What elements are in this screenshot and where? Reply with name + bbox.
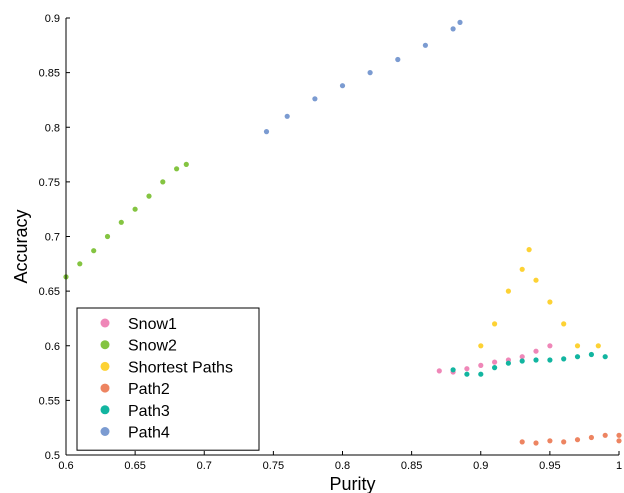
data-point [561,356,567,362]
data-point [91,248,97,254]
data-point [436,368,442,374]
data-point [478,371,484,377]
y-tick-label: 0.85 [39,68,60,80]
data-point [160,179,166,185]
data-point [174,166,180,172]
data-point [533,348,539,354]
legend-marker [100,383,110,393]
data-point [263,129,270,135]
data-point [457,19,463,25]
legend-marker [100,340,110,350]
legend-marker [100,361,110,371]
data-point [422,42,428,48]
x-tick-label: 0.6 [58,460,73,472]
data-point [505,288,511,294]
legend-label: Path4 [128,425,170,442]
data-point [616,438,622,444]
y-tick-label: 0.55 [39,395,60,407]
y-tick-label: 0.7 [45,232,60,244]
data-point [588,351,595,358]
y-tick-label: 0.6 [45,341,60,353]
data-point [146,193,152,199]
x-tick-label: 0.8 [335,460,350,472]
data-point [478,343,484,349]
data-point [602,432,608,438]
data-point [519,439,525,445]
data-point [492,359,498,365]
data-point [118,219,124,225]
data-point [533,440,539,446]
data-point [533,357,539,363]
legend-label: Snow2 [128,338,177,355]
legend-label: Path3 [128,403,170,420]
legend-marker [100,427,110,436]
data-point [547,438,553,444]
data-point [574,354,581,360]
data-point [464,371,470,377]
data-point [574,437,581,443]
data-point [367,70,373,76]
data-point [561,439,567,445]
y-tick-label: 0.75 [39,177,60,189]
legend-label: Path2 [128,381,170,398]
x-tick-label: 0.65 [124,460,145,472]
data-point [547,343,553,349]
axis-labels: 0.6 0.65 0.7 0.75 0.8 0.85 0.9 0.95 1 0.5 0.55 0.6 0… [39,13,622,472]
y-axis-title: Accuracy [11,209,31,283]
x-tick-label: 0.95 [539,460,560,472]
data-point [561,321,567,327]
data-point [616,432,622,438]
data-point [547,299,553,305]
axes [65,17,620,456]
data-point [505,360,511,366]
data-point [284,113,290,119]
data-point [77,261,83,267]
data-point [492,365,498,371]
data-point [312,96,318,102]
data-point [395,56,401,63]
y-tick-label: 0.65 [39,286,60,298]
x-tick-label: 0.7 [197,460,212,472]
x-tick-label: 1 [616,460,622,472]
legend-box [76,307,260,451]
y-tick-label: 0.9 [45,13,60,25]
legend: Snow1 Snow2 Shortest Paths Path2 Path3 Path4 [76,307,260,451]
legend-label: Snow1 [128,316,177,333]
data-point [595,343,601,349]
data-point [533,277,539,283]
legend-marker [100,318,110,328]
data-point [574,343,581,349]
legend-marker [100,405,110,415]
data-points [63,19,622,446]
x-tick-label: 0.75 [263,460,284,472]
data-point [588,434,595,441]
data-point [519,358,525,364]
x-axis-title: Purity [329,474,375,493]
data-point [519,266,525,272]
data-point [132,206,138,212]
data-point [478,362,484,368]
data-point [183,161,189,167]
x-tick-label: 0.9 [473,460,488,472]
data-point [450,367,456,373]
data-point [104,233,111,240]
data-point [519,354,525,360]
y-tick-label: 0.8 [45,122,60,134]
data-point [602,354,608,360]
data-point [464,366,470,372]
data-point [526,247,532,253]
y-tick-label: 0.5 [45,450,60,462]
data-point [450,26,456,32]
data-point [547,357,553,363]
x-tick-label: 0.85 [401,460,422,472]
legend-label: Shortest Paths [128,359,233,376]
data-point [492,321,498,327]
data-point [339,83,346,89]
